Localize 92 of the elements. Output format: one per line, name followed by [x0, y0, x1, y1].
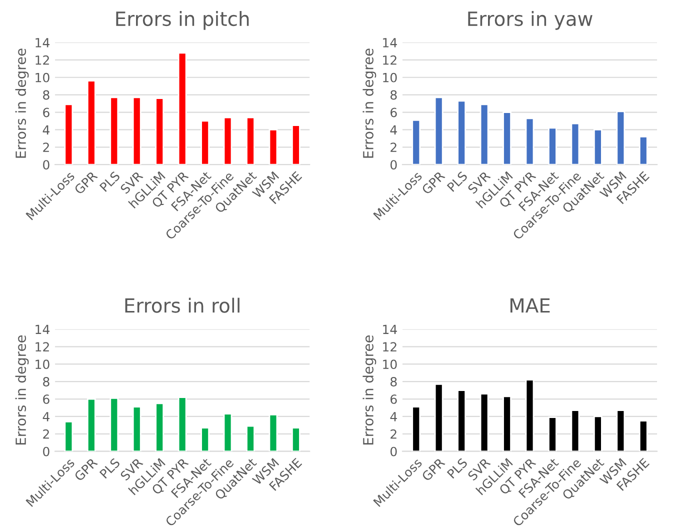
bar [502, 112, 512, 165]
bar [155, 402, 164, 452]
x-tick-label: PLS [99, 170, 120, 192]
bar [616, 410, 626, 452]
x-tick-label: PLS [446, 458, 468, 479]
y-tick-label: 6 [390, 394, 397, 404]
bar [86, 398, 96, 452]
y-tick-label: 14 [36, 38, 50, 48]
y-tick-label: 10 [36, 72, 50, 82]
bar [200, 427, 210, 452]
chart-title: Errors in yaw [468, 11, 592, 30]
y-tick-label: 12 [36, 342, 49, 352]
y-tick-label: 10 [383, 72, 397, 82]
y-tick-label: 2 [43, 429, 49, 439]
y-tick-label: 2 [390, 429, 396, 439]
y-tick-label: 14 [36, 324, 50, 334]
bar [638, 136, 648, 165]
y-tick-label: 6 [43, 394, 50, 404]
y-tick-label: 0 [390, 160, 397, 170]
bar [480, 393, 489, 452]
y-tick-label: 6 [390, 108, 397, 118]
y-axis-title: Errors in degree [362, 48, 376, 158]
y-tick-label: 14 [383, 38, 397, 48]
bar [110, 397, 119, 452]
y-tick-label: 8 [390, 377, 397, 386]
bar [412, 406, 421, 452]
y-tick-label: 8 [43, 90, 50, 100]
bar [570, 122, 580, 165]
bar [268, 414, 278, 452]
y-tick-label: 8 [43, 377, 50, 386]
bar [412, 119, 421, 165]
y-axis-title: Errors in degree [15, 48, 29, 158]
x-tick-label: GPR [74, 457, 98, 482]
bar [570, 410, 580, 452]
x-tick-label: GPR [421, 170, 446, 195]
bar [502, 396, 512, 452]
bar [246, 425, 255, 452]
bar [594, 416, 602, 452]
bar [132, 96, 142, 165]
bar [525, 118, 534, 165]
bar [434, 96, 444, 165]
y-tick-label: 6 [43, 108, 50, 118]
bar [223, 116, 232, 165]
bar [64, 104, 74, 165]
bar [246, 116, 255, 165]
y-tick-label: 2 [390, 142, 396, 152]
bar [594, 129, 602, 165]
y-tick-label: 0 [43, 160, 50, 170]
y-axis-title: Errors in degree [362, 335, 376, 445]
y-tick-label: 4 [390, 125, 397, 134]
y-tick-label: 10 [36, 360, 50, 370]
bar [548, 416, 557, 452]
bar [457, 390, 466, 452]
y-tick-label: 12 [36, 55, 49, 65]
bar [292, 427, 300, 452]
bar [132, 406, 142, 452]
x-tick-label: GPR [74, 170, 98, 195]
bar [155, 98, 164, 165]
bar [268, 129, 278, 165]
bar [434, 383, 444, 452]
bar [548, 127, 557, 165]
y-tick-label: 0 [43, 446, 50, 456]
y-tick-label: 4 [42, 412, 50, 422]
x-tick-label: GPR [421, 457, 446, 482]
bar [86, 80, 96, 165]
bar [200, 120, 210, 165]
x-tick-label: PLS [99, 458, 120, 479]
bar [457, 100, 466, 165]
bar [178, 52, 187, 165]
bar [223, 413, 232, 452]
y-tick-label: 12 [383, 342, 396, 352]
bar [110, 96, 119, 165]
y-tick-label: 2 [43, 142, 49, 152]
bar [64, 420, 74, 452]
y-tick-label: 4 [42, 125, 50, 134]
chart-title: Errors in pitch [116, 11, 249, 30]
bar [525, 379, 534, 452]
bar [178, 396, 187, 452]
y-tick-label: 14 [383, 324, 397, 334]
bar [292, 124, 300, 165]
bar [616, 110, 626, 165]
y-tick-label: 10 [383, 360, 397, 370]
x-tick-label: PLS [446, 170, 468, 192]
y-axis-title: Errors in degree [15, 335, 29, 445]
y-tick-label: 12 [383, 55, 396, 65]
y-tick-label: 8 [390, 90, 397, 100]
y-tick-label: 0 [390, 446, 397, 456]
bar [638, 420, 648, 452]
chart-title: Errors in roll [125, 298, 240, 313]
y-tick-label: 4 [390, 412, 397, 422]
chart-title: MAE [510, 298, 550, 313]
bar [480, 104, 489, 165]
